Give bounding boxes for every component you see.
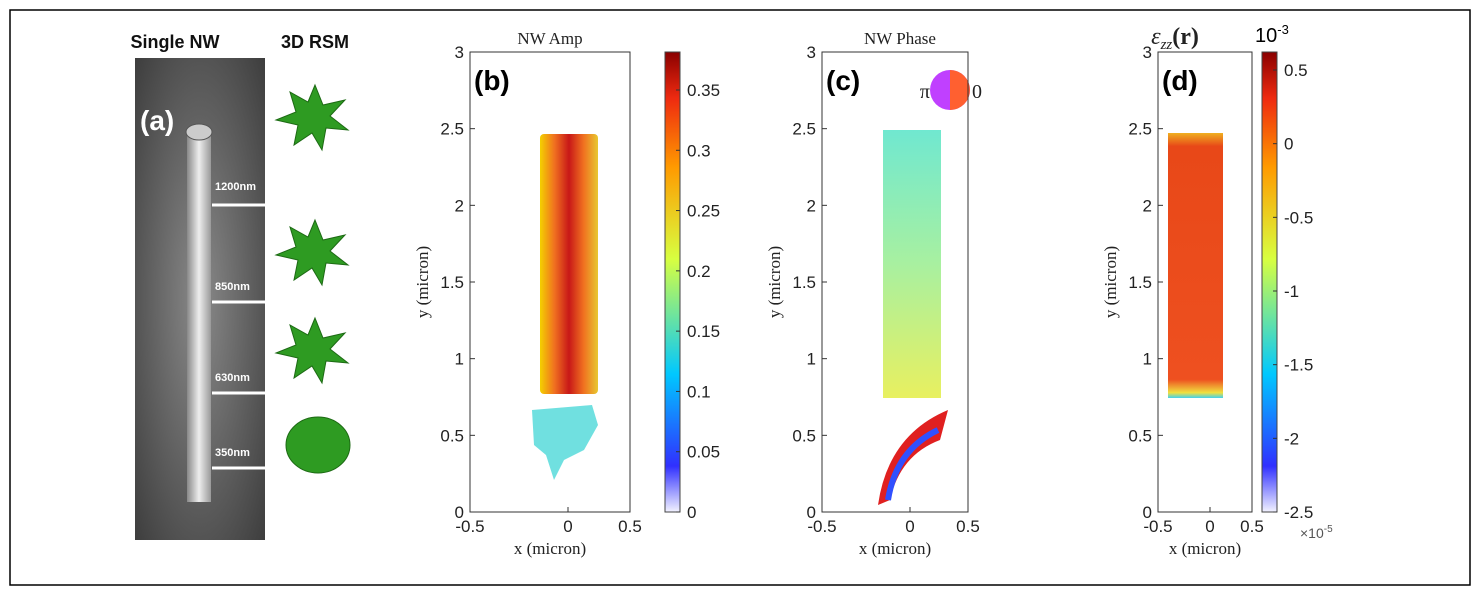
y-axis-label: y (micron) [413,246,432,318]
y-tick-label: 0.5 [1128,426,1152,445]
panel-label: (c) [826,65,860,96]
y-tick-label: 1.5 [440,273,464,292]
panel-d: εzz(r) 10-3 ×10-5 [1151,22,1333,541]
header: Single NW [131,32,220,52]
unit-base: 10 [1255,25,1277,47]
colorbar-tick-label: 0.3 [687,141,711,160]
nanowire-tip [185,123,213,141]
panel-label: (a) [140,105,174,136]
y-tick-label: 0.5 [440,426,464,445]
colorbar-tick-label: -2 [1284,429,1299,448]
phase-wheel-half [950,70,970,110]
colorbar-tick-label: 0.5 [1284,61,1308,80]
panel-label: (b) [474,65,510,96]
x-tick-label: -0.5 [455,517,484,536]
colorbar-unit: 10-3 [1255,22,1289,47]
colorbar-tick-label: 0.35 [687,81,720,100]
y-tick-label: 3 [807,43,816,62]
colorbar-tick-label: 0 [1284,135,1293,154]
scale-factor: ×10-5 [1300,524,1333,541]
colorbar-tick-label: 0.05 [687,443,720,462]
wheel-label: π [920,81,930,103]
frame [9,9,1471,586]
y-tick-label: 1 [1143,350,1152,369]
panel-title: NW Amp [517,29,582,48]
phase-debris [885,427,940,501]
y-tick-label: 2.5 [792,120,816,139]
y-tick-label: 2.5 [1128,120,1152,139]
scale-base: ×10 [1300,525,1324,541]
y-tick-label: 1.5 [1128,273,1152,292]
scale-exp: -5 [1324,524,1333,535]
height-label: 630nm [215,372,250,384]
y-tick-label: 0 [455,503,464,522]
panel-c: NW Phase π 0 [864,29,982,505]
title-arg: (r) [1172,24,1199,50]
height-label: 850nm [215,281,250,293]
colorbar-tick-label: 0.2 [687,262,711,281]
colorbar-tick-label: 0.25 [687,202,720,221]
cut-lines [212,203,265,470]
amp-map [540,134,598,394]
strain-map [1168,133,1223,398]
colorbar-tick-label: -2.5 [1284,503,1313,522]
wheel-label: 0 [972,81,982,103]
y-axis-label: y (micron) [1101,246,1120,318]
header: 3D RSM [281,32,349,52]
panel-b: NW Amp [517,29,681,513]
y-tick-label: 0 [807,503,816,522]
title-symbol: ε [1151,24,1161,50]
y-tick-label: 0 [1143,503,1152,522]
y-tick-label: 2 [455,196,464,215]
colorbar-tick-label: -1 [1284,282,1299,301]
x-axis-label: x (micron) [1169,539,1241,558]
colorbar-tick-label: -1.5 [1284,356,1313,375]
y-tick-label: 3 [1143,43,1152,62]
y-tick-label: 2 [1143,196,1152,215]
unit-exp: -3 [1277,22,1289,37]
nanowire [187,130,211,502]
colorbar-tick-label: 0 [687,503,696,522]
x-tick-label: -0.5 [1143,517,1172,536]
y-tick-label: 2.5 [440,120,464,139]
colorbar-tick-label: 0.1 [687,382,711,401]
y-tick-label: 3 [455,43,464,62]
amp-debris [532,405,598,480]
y-tick-label: 0.5 [792,426,816,445]
x-tick-label: 0 [563,517,572,536]
y-tick-label: 1 [807,350,816,369]
x-tick-label: 0.5 [618,517,642,536]
colorbar-tick-label: -0.5 [1284,208,1313,227]
y-tick-label: 2 [807,196,816,215]
x-tick-label: 0.5 [1240,517,1264,536]
colorbar [1261,51,1278,513]
y-tick-label: 1.5 [792,273,816,292]
colorbar-tick-label: 0.15 [687,322,720,341]
panel-a: Single NW 3D RSM (a) 1200nm 850nm 630nm … [131,32,351,540]
height-label: 350nm [215,447,250,459]
x-axis-label: x (micron) [859,539,931,558]
title-subscript: zz [1160,37,1173,53]
y-tick-label: 1 [455,350,464,369]
x-tick-label: 0 [905,517,914,536]
x-axis-label: x (micron) [514,539,586,558]
x-tick-label: 0 [1205,517,1214,536]
colorbar [664,51,681,513]
y-axis-label: y (micron) [765,246,784,318]
panel-label: (d) [1162,65,1198,96]
phase-map [883,130,941,398]
rsm-shapes [274,83,351,474]
panel-title: εzz(r) [1151,24,1199,53]
x-tick-label: -0.5 [807,517,836,536]
panel-title: NW Phase [864,29,936,48]
height-label: 1200nm [215,181,256,193]
x-tick-label: 0.5 [956,517,980,536]
